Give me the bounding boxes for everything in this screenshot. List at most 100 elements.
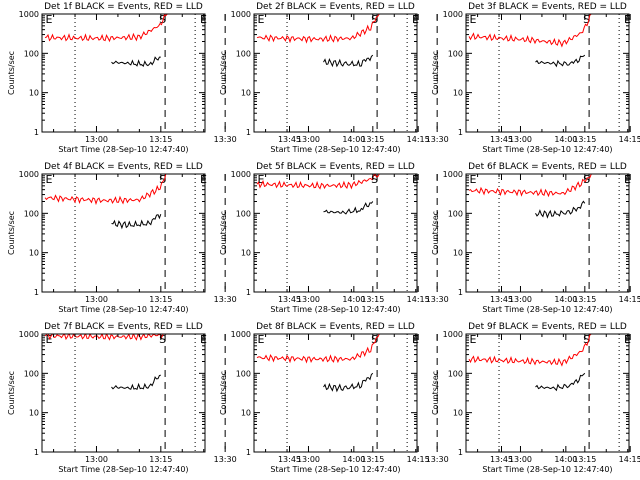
- panel-title: Det 3f BLACK = Events, RED = LLD: [468, 2, 627, 12]
- x-axis-label: Start Time (28-Sep-10 12:47:40): [270, 305, 400, 314]
- y-tick-label: 100: [24, 49, 39, 58]
- y-tick-label: 100: [448, 49, 463, 58]
- marker-label: E: [200, 13, 207, 26]
- events-series-line: [230, 217, 296, 228]
- y-tick-label: 1000: [231, 170, 251, 179]
- x-tick-label: 13:30: [638, 295, 640, 304]
- events-series-line: [323, 372, 374, 393]
- y-tick-label: 1000: [19, 10, 39, 19]
- y-axis-label: Counts/sec: [7, 211, 16, 255]
- panel-title: Det 5f BLACK = Events, RED = LLD: [256, 162, 415, 172]
- panel-title: Det 6f BLACK = Events, RED = LLD: [468, 162, 627, 172]
- x-tick-label: 14:15: [619, 455, 640, 464]
- lld-series-line: [44, 174, 168, 206]
- x-tick-label: 13:15: [573, 455, 596, 464]
- y-tick-label: 100: [24, 369, 39, 378]
- marker-label: E: [412, 13, 419, 26]
- marker-label: S: [583, 13, 590, 26]
- x-tick-label: 13:00: [297, 295, 320, 304]
- y-tick-label: 1000: [19, 170, 39, 179]
- panel-title: Det 1f BLACK = Events, RED = LLD: [44, 2, 203, 12]
- events-series-line: [230, 57, 296, 70]
- x-tick-label: 13:00: [509, 135, 532, 144]
- x-tick-label: 13:30: [214, 295, 237, 304]
- y-axis-label: Counts/sec: [219, 371, 228, 415]
- x-axis-label: Start Time (28-Sep-10 12:47:40): [270, 465, 400, 474]
- panel-title: Det 7f BLACK = Events, RED = LLD: [44, 322, 203, 332]
- lld-series-line: [468, 14, 592, 48]
- y-axis-label: Counts/sec: [7, 51, 16, 95]
- y-tick-label: 100: [236, 209, 251, 218]
- marker-label: S: [371, 333, 378, 346]
- x-tick-label: 13:00: [297, 135, 320, 144]
- y-tick-label: 1: [458, 448, 463, 457]
- x-tick-label: 13:45: [278, 295, 301, 304]
- x-tick-label: 13:30: [638, 135, 640, 144]
- panel-title: Det 8f BLACK = Events, RED = LLD: [256, 322, 415, 332]
- x-tick-label: 14:15: [407, 135, 430, 144]
- y-tick-label: 100: [24, 209, 39, 218]
- plot-frame: [253, 173, 418, 293]
- x-tick-label: 14:15: [619, 295, 640, 304]
- events-series-line: [535, 54, 586, 68]
- y-tick-label: 100: [236, 369, 251, 378]
- x-tick-label: 13:30: [426, 455, 449, 464]
- y-tick-label: 1: [246, 288, 251, 297]
- x-tick-label: 14:15: [407, 455, 430, 464]
- panel-title: Det 9f BLACK = Events, RED = LLD: [468, 322, 627, 332]
- y-tick-label: 1000: [443, 330, 463, 339]
- y-tick-label: 1: [34, 128, 39, 137]
- x-tick-label: 13:15: [573, 135, 596, 144]
- x-tick-label: 14:15: [619, 135, 640, 144]
- x-tick-label: 13:00: [85, 295, 108, 304]
- x-tick-label: 14:00: [554, 135, 577, 144]
- events-series-line: [442, 378, 508, 387]
- lld-series-line: [256, 334, 380, 364]
- events-series-line: [535, 200, 586, 219]
- marker-label: E: [258, 333, 265, 346]
- y-tick-label: 1000: [231, 330, 251, 339]
- lld-series-line: [468, 174, 592, 198]
- marker-label: E: [200, 333, 207, 346]
- y-tick-label: 1: [34, 288, 39, 297]
- x-tick-label: 13:30: [426, 295, 449, 304]
- plot-frame: [465, 173, 630, 293]
- marker-label: E: [46, 173, 53, 186]
- marker-label: S: [583, 333, 590, 346]
- marker-label: E: [624, 173, 631, 186]
- y-tick-label: 10: [241, 89, 251, 98]
- x-tick-label: 13:15: [149, 295, 172, 304]
- y-axis-label: Counts/sec: [431, 371, 440, 415]
- y-tick-label: 1: [246, 448, 251, 457]
- marker-label: E: [46, 333, 53, 346]
- marker-label: E: [258, 13, 265, 26]
- y-tick-label: 1: [34, 448, 39, 457]
- y-tick-label: 1: [458, 288, 463, 297]
- marker-label: S: [159, 13, 166, 26]
- marker-label: E: [470, 13, 477, 26]
- y-tick-label: 100: [448, 209, 463, 218]
- events-series-line: [442, 57, 508, 69]
- x-axis-label: Start Time (28-Sep-10 12:47:40): [58, 145, 188, 154]
- plot-frame: [41, 333, 206, 453]
- y-tick-label: 10: [453, 249, 463, 258]
- x-tick-label: 14:00: [554, 455, 577, 464]
- y-tick-label: 1000: [443, 170, 463, 179]
- x-tick-label: 13:00: [85, 135, 108, 144]
- events-series-line: [323, 201, 374, 215]
- x-tick-label: 13:30: [214, 135, 237, 144]
- marker-label: S: [159, 173, 166, 186]
- y-axis-label: Counts/sec: [7, 371, 16, 415]
- y-tick-label: 10: [241, 409, 251, 418]
- plot-frame: [253, 13, 418, 133]
- x-tick-label: 13:15: [149, 455, 172, 464]
- x-axis-label: Start Time (28-Sep-10 12:47:40): [270, 145, 400, 154]
